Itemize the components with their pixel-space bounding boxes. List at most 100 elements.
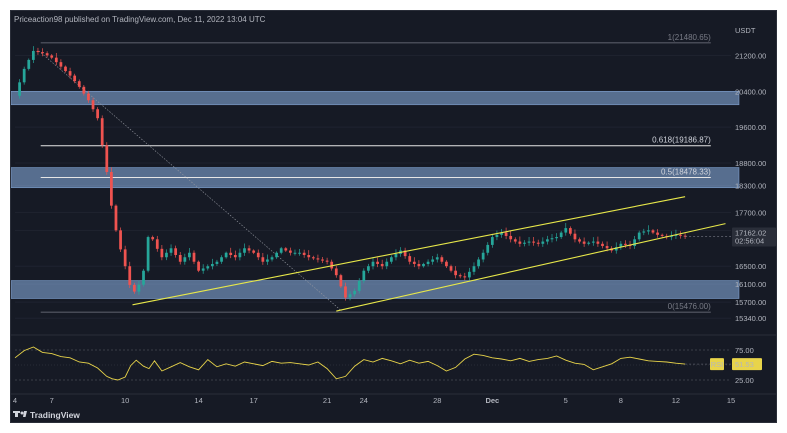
candle-body: [100, 118, 104, 146]
fib-level-label: 0.618(19186.87): [652, 136, 711, 145]
candle-body: [422, 263, 425, 267]
currency-label: USDT: [735, 26, 756, 35]
rsi-name-box: [710, 358, 724, 371]
chart-background: [11, 11, 776, 422]
price-axis[interactable]: USDT 21200.00 20400.00 19600.00 18800.00 1830…: [735, 26, 766, 323]
candle-body: [224, 252, 228, 258]
candle-body: [371, 261, 375, 267]
candle-body: [293, 252, 297, 254]
candle-body: [564, 228, 568, 233]
time-tick-label: 8: [619, 396, 623, 405]
candle-body: [614, 247, 618, 251]
candle-body: [568, 228, 572, 234]
time-tick-label: 24: [360, 396, 368, 405]
candles: [18, 46, 687, 301]
candle-body: [463, 276, 467, 278]
candle-body: [642, 231, 646, 233]
candle-body: [624, 243, 627, 245]
candle-body: [559, 232, 563, 238]
candle-body: [651, 230, 655, 233]
candle-body: [169, 248, 173, 253]
candle-body: [261, 257, 265, 262]
candle-body: [201, 268, 205, 271]
candle-body: [77, 81, 81, 87]
candle-body: [64, 66, 67, 72]
candle-body: [555, 237, 558, 239]
chart-svg: Priceaction98 published on TradingView.c…: [11, 11, 777, 422]
candle-body: [527, 241, 531, 243]
ascending-channel: [132, 196, 726, 312]
candle-body: [210, 263, 214, 267]
rsi-line: [14, 346, 686, 381]
logo-mark-bar: [15, 411, 18, 417]
candle-body: [536, 242, 540, 244]
candle-body: [454, 270, 457, 276]
candle-body: [311, 257, 315, 259]
rsi-name: RSI: [711, 360, 724, 369]
candle-body: [229, 252, 233, 255]
candle-body: [119, 230, 122, 250]
time-tick-label: 12: [672, 396, 680, 405]
time-axis[interactable]: 47101417212428Dec58121519: [11, 393, 777, 405]
candle-body: [91, 100, 95, 110]
candle-body: [96, 109, 99, 119]
candle-body: [357, 280, 361, 291]
channel-line[interactable]: [336, 223, 726, 312]
channel-line[interactable]: [132, 196, 686, 306]
candle-body: [660, 234, 664, 236]
candle-body: [353, 290, 357, 295]
fib-level-label: 0(15476.00): [668, 302, 711, 311]
candle-body: [449, 266, 453, 271]
candle-body: [41, 52, 44, 54]
candle-body: [137, 284, 141, 292]
time-tick-label: 10: [121, 396, 129, 405]
price-tick-label: 15700.00: [735, 298, 766, 307]
time-tick-label: 28: [433, 396, 441, 405]
candle-body: [325, 260, 329, 262]
candle-body: [541, 241, 545, 244]
candle-body: [82, 86, 86, 94]
candle-body: [656, 232, 659, 235]
candle-body: [674, 234, 678, 236]
candle-body: [174, 248, 178, 255]
time-tick-label: 5: [564, 396, 568, 405]
candle-body: [509, 235, 513, 240]
candle-body: [417, 263, 421, 267]
candle-body: [513, 239, 517, 242]
last-price-box: [732, 227, 776, 247]
candle-body: [270, 257, 274, 260]
candle-body: [50, 55, 54, 58]
candle-body: [215, 261, 219, 264]
logo-mark-dot: [20, 411, 24, 415]
candle-body: [647, 230, 650, 232]
candle-body: [426, 261, 430, 264]
fib-level-label: 0.5(18478.33): [661, 167, 711, 176]
candle-body: [142, 270, 145, 285]
candle-body: [486, 244, 490, 253]
candle-body: [679, 234, 682, 236]
logo-mark-slash: [23, 411, 27, 417]
candle-body: [591, 241, 595, 243]
candle-body: [206, 266, 210, 269]
candle-body: [22, 68, 26, 83]
candle-body: [192, 252, 196, 262]
candle-body: [582, 241, 586, 244]
candle-body: [348, 294, 352, 298]
price-tick-label: 20400.00: [735, 87, 766, 96]
tradingview-logo[interactable]: TradingView: [13, 410, 80, 420]
time-tick-label: Dec: [485, 396, 499, 405]
candle-body: [458, 275, 462, 277]
candle-body: [330, 261, 334, 269]
price-tick-label: 18300.00: [735, 181, 766, 190]
candle-body: [523, 242, 526, 244]
rsi-pane: 75.00 25.00 RSI 51.53: [14, 346, 762, 385]
candle-body: [243, 248, 246, 253]
candle-body: [334, 268, 338, 276]
last-price-value: 17162.02: [735, 229, 766, 238]
candle-body: [68, 71, 72, 76]
candle-body: [316, 258, 320, 260]
candle-body: [59, 62, 63, 67]
candle-body: [266, 259, 269, 262]
price-tick-label: 15340.00: [735, 314, 766, 323]
